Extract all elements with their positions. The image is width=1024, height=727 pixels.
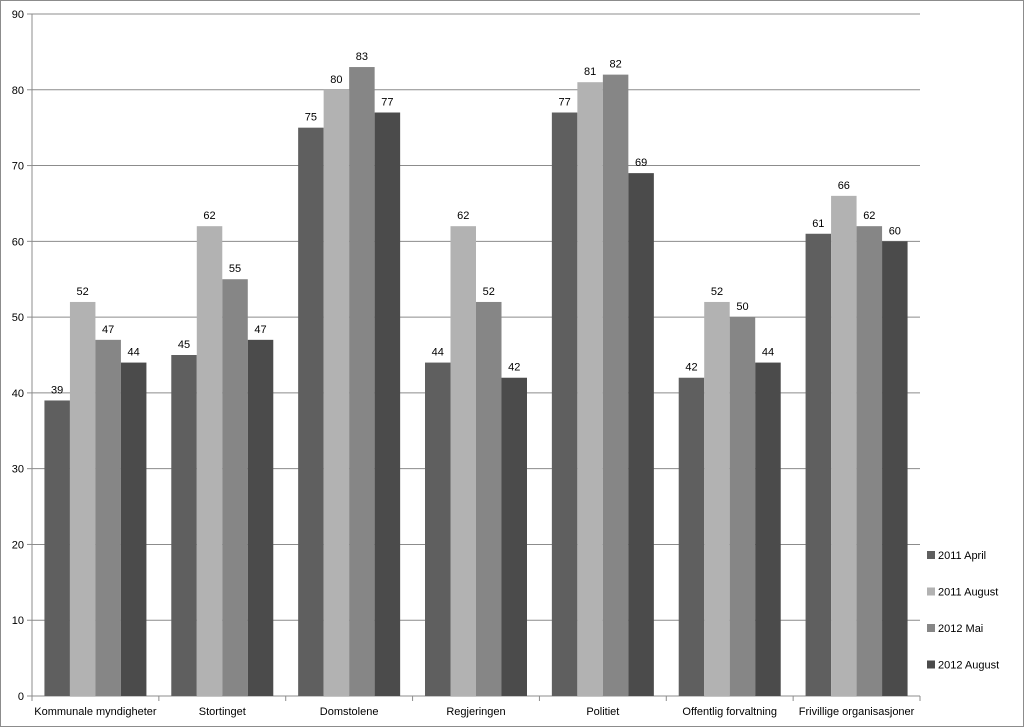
category-label: Frivillige organisasjoner bbox=[799, 706, 915, 718]
data-label: 81 bbox=[584, 66, 596, 78]
y-tick-label: 80 bbox=[12, 85, 24, 97]
bar bbox=[171, 355, 197, 696]
bar bbox=[374, 112, 401, 696]
y-tick-label: 50 bbox=[12, 312, 24, 324]
legend-swatch bbox=[927, 624, 935, 632]
bar bbox=[729, 317, 756, 696]
bar bbox=[95, 339, 121, 696]
legend: 2011 April 2011 August 2012 Mai 2012 August bbox=[927, 550, 999, 672]
data-label: 44 bbox=[432, 347, 444, 359]
legend-swatch bbox=[927, 587, 935, 596]
bar bbox=[222, 279, 248, 696]
data-label: 55 bbox=[229, 263, 241, 275]
bar bbox=[425, 362, 451, 696]
data-label: 62 bbox=[203, 210, 215, 222]
bar bbox=[501, 377, 527, 696]
data-label: 61 bbox=[812, 218, 824, 230]
data-label: 82 bbox=[609, 59, 621, 71]
y-tick-label: 60 bbox=[12, 236, 24, 248]
y-tick-label: 0 bbox=[18, 691, 24, 703]
data-label: 42 bbox=[685, 362, 697, 374]
data-label: 52 bbox=[483, 286, 495, 298]
legend-label: 2012 Mai bbox=[938, 623, 983, 635]
bar bbox=[577, 82, 603, 696]
y-tick-label: 10 bbox=[12, 615, 24, 627]
bar bbox=[551, 112, 578, 696]
data-label: 60 bbox=[889, 225, 901, 237]
data-label: 50 bbox=[736, 301, 748, 313]
bars bbox=[44, 67, 908, 697]
category-labels: Kommunale myndigheter Stortinget Domstolen… bbox=[34, 706, 914, 718]
y-tick-label: 20 bbox=[12, 539, 24, 551]
category-label: Offentlig forvaltning bbox=[682, 706, 777, 718]
bar bbox=[476, 301, 502, 696]
data-label: 42 bbox=[508, 362, 520, 374]
y-tick-label: 40 bbox=[12, 388, 24, 400]
y-tick-label: 70 bbox=[12, 161, 24, 173]
data-label: 83 bbox=[356, 51, 368, 63]
bar bbox=[628, 173, 654, 697]
legend-swatch bbox=[927, 551, 935, 559]
bar bbox=[678, 377, 705, 696]
data-labels: 39 52 47 44 45 62 55 47 75 80 83 77 44 62 52 42 77 81 82 69… bbox=[51, 51, 901, 396]
bar bbox=[755, 362, 781, 696]
legend-label: 2012 August bbox=[938, 660, 999, 672]
category-label: Politiet bbox=[586, 706, 619, 718]
data-label: 47 bbox=[254, 324, 266, 336]
legend-label: 2011 August bbox=[938, 587, 998, 599]
bar bbox=[805, 233, 832, 696]
data-label: 69 bbox=[635, 157, 647, 169]
bar bbox=[602, 74, 629, 697]
bar bbox=[323, 89, 350, 697]
data-label: 44 bbox=[128, 347, 140, 359]
bar bbox=[450, 226, 476, 696]
data-label: 52 bbox=[711, 286, 723, 298]
y-axis-tick-labels: 0 10 20 30 40 50 60 70 80 90 bbox=[12, 9, 24, 703]
bar bbox=[298, 127, 324, 696]
bar bbox=[856, 226, 883, 696]
data-label: 52 bbox=[77, 286, 89, 298]
bar bbox=[349, 67, 375, 697]
bar bbox=[196, 226, 223, 696]
bar bbox=[831, 195, 857, 696]
bar bbox=[882, 241, 908, 697]
bar bbox=[44, 400, 70, 696]
data-label: 77 bbox=[558, 97, 570, 109]
category-label: Kommunale myndigheter bbox=[34, 706, 157, 718]
bar bbox=[247, 339, 274, 696]
data-label: 80 bbox=[330, 74, 342, 86]
data-label: 39 bbox=[51, 384, 63, 396]
data-label: 44 bbox=[762, 347, 774, 359]
legend-swatch bbox=[927, 660, 935, 669]
bar bbox=[69, 301, 96, 696]
bar bbox=[704, 301, 730, 696]
category-label: Regjeringen bbox=[446, 706, 505, 718]
y-tick-label: 90 bbox=[12, 9, 24, 21]
data-label: 62 bbox=[863, 210, 875, 222]
data-label: 45 bbox=[178, 339, 190, 351]
data-label: 62 bbox=[457, 210, 469, 222]
bar bbox=[120, 362, 147, 696]
y-tick-label: 30 bbox=[12, 464, 24, 476]
data-label: 66 bbox=[838, 180, 850, 192]
data-label: 75 bbox=[305, 112, 317, 124]
category-label: Domstolene bbox=[320, 706, 379, 718]
data-label: 77 bbox=[381, 97, 393, 109]
legend-label: 2011 April bbox=[938, 550, 986, 562]
category-label: Stortinget bbox=[199, 706, 246, 718]
data-label: 47 bbox=[102, 324, 114, 336]
